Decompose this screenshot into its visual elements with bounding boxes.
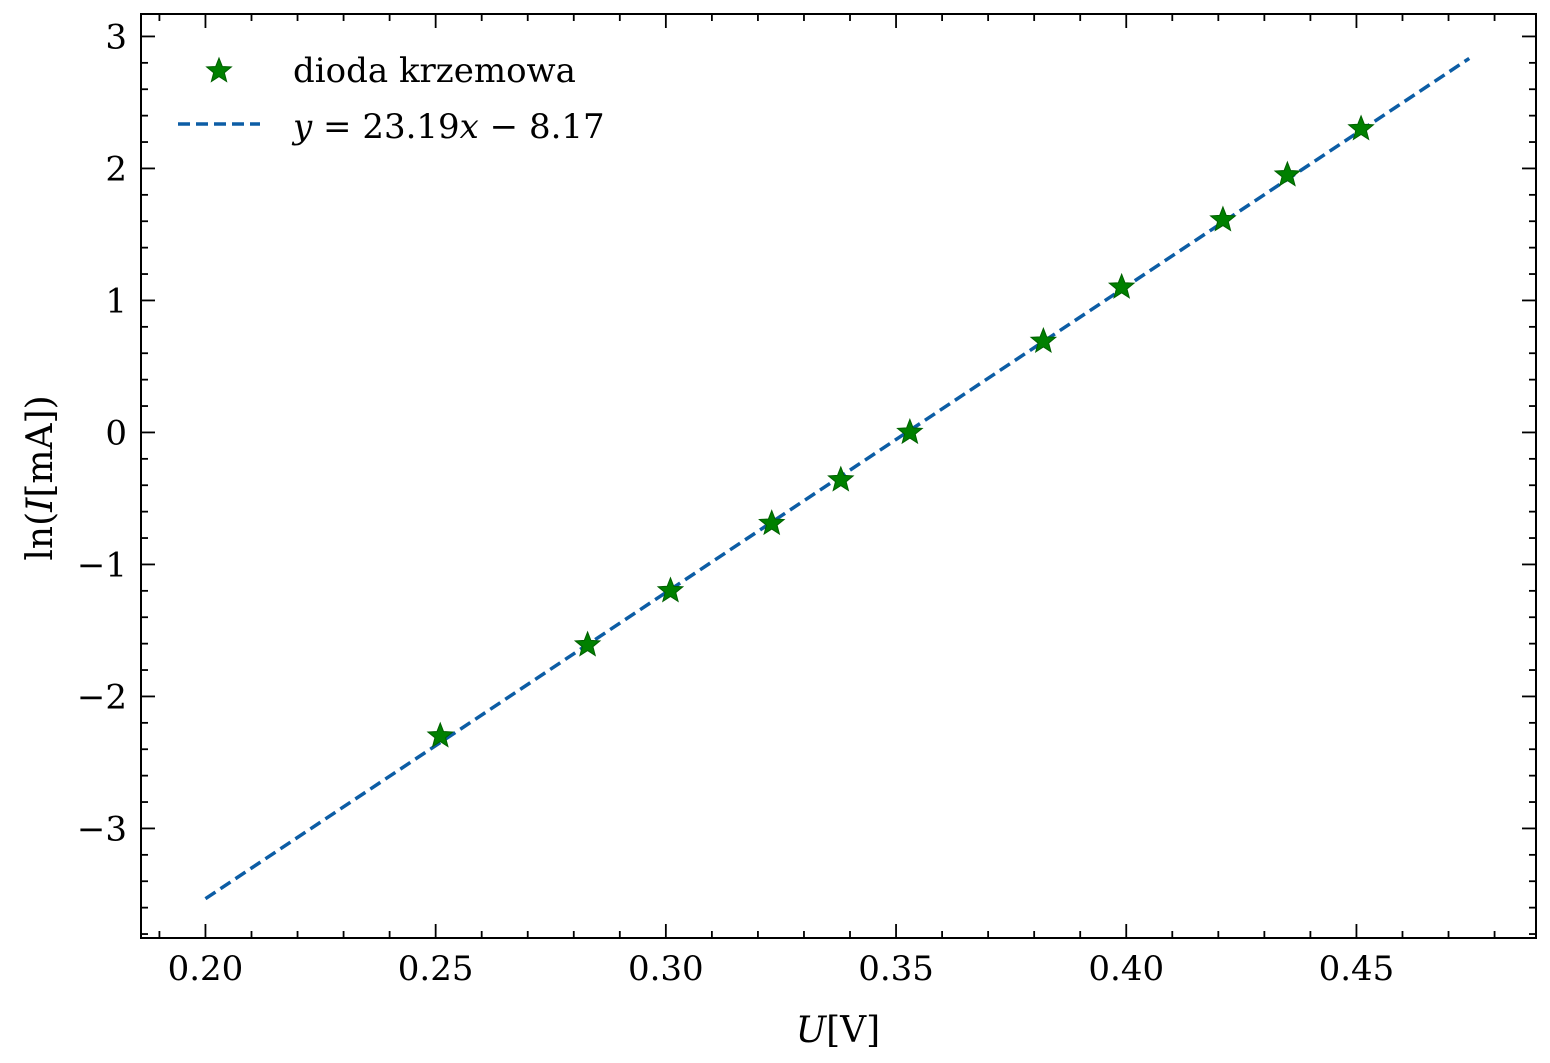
x-tick-label: 0.45 [1319,949,1395,989]
y-tick-label: 3 [105,17,127,57]
data-point [1029,326,1058,353]
data-point [573,630,602,657]
data-point [1347,114,1375,141]
x-tick-label: 0.20 [168,949,244,989]
legend-line-label: y = 23.19x − 8.17 [291,107,605,147]
y-tick-label: 2 [105,149,127,189]
y-tick-label: 0 [105,413,127,453]
data-point [896,418,924,445]
x-tick-label: 0.25 [398,949,474,989]
y-tick-labels: 3 2 1 0 −1 −2 −3 [77,17,127,849]
y-tick-label: 1 [105,281,127,321]
data-point [426,721,454,748]
data-point [1209,205,1237,232]
x-axis-label: U[V] [796,1010,880,1051]
legend-scatter-label: dioda krzemowa [293,51,576,91]
data-points-layer [426,114,1375,748]
y-tick-label: −2 [77,677,127,717]
legend: dioda krzemowa y = 23.19x − 8.17 [178,51,605,147]
data-point [1107,272,1136,299]
data-point [758,509,786,536]
x-tick-labels: 0.20 0.25 0.30 0.35 0.40 0.45 [168,949,1395,989]
x-tick-label: 0.35 [858,949,934,989]
data-point [827,465,855,492]
data-point [1273,160,1302,187]
x-tick-label: 0.40 [1088,949,1164,989]
legend-star-marker [205,56,233,83]
y-tick-label: −1 [77,545,127,585]
x-tick-label: 0.30 [628,949,704,989]
legend-star [205,56,233,83]
y-axis-label: ln(I[mA]) [20,395,61,560]
y-tick-label: −3 [77,809,127,849]
axis-ticks [141,14,1536,938]
data-point [656,576,685,603]
plot-frame [140,13,1537,939]
